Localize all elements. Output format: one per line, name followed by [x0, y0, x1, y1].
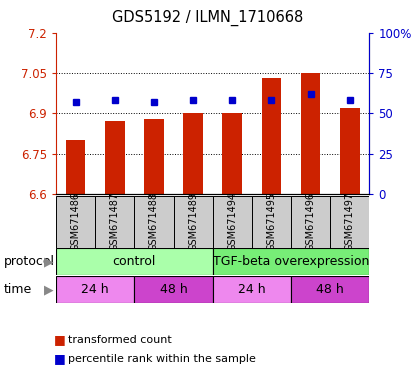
Bar: [66, 140, 85, 194]
Bar: [105, 121, 124, 194]
Bar: [144, 119, 164, 194]
Text: GSM671494: GSM671494: [227, 192, 237, 251]
Text: control: control: [112, 255, 156, 268]
Text: GSM671487: GSM671487: [110, 192, 120, 251]
Bar: [291, 196, 330, 248]
Text: GSM671497: GSM671497: [345, 192, 355, 251]
Text: ■: ■: [54, 333, 66, 346]
Text: transformed count: transformed count: [68, 335, 172, 345]
Text: time: time: [4, 283, 32, 296]
Bar: [213, 276, 291, 303]
Text: ▶: ▶: [44, 255, 54, 268]
Bar: [56, 276, 134, 303]
Text: 48 h: 48 h: [316, 283, 344, 296]
Bar: [330, 196, 369, 248]
Bar: [213, 196, 252, 248]
Text: GSM671495: GSM671495: [266, 192, 276, 251]
Text: 24 h: 24 h: [81, 283, 109, 296]
Bar: [134, 276, 213, 303]
Text: GDS5192 / ILMN_1710668: GDS5192 / ILMN_1710668: [112, 10, 303, 26]
Text: 48 h: 48 h: [160, 283, 188, 296]
Text: GSM671496: GSM671496: [305, 192, 315, 251]
Bar: [173, 196, 213, 248]
Text: ▶: ▶: [44, 283, 54, 296]
Text: TGF-beta overexpression: TGF-beta overexpression: [213, 255, 369, 268]
Bar: [222, 113, 242, 194]
Text: protocol: protocol: [4, 255, 55, 268]
Bar: [95, 196, 134, 248]
Text: percentile rank within the sample: percentile rank within the sample: [68, 354, 256, 364]
Bar: [252, 196, 291, 248]
Bar: [56, 196, 95, 248]
Text: 24 h: 24 h: [238, 283, 266, 296]
Text: GSM671486: GSM671486: [71, 192, 81, 251]
Bar: [183, 113, 203, 194]
Bar: [56, 248, 213, 275]
Bar: [340, 108, 359, 194]
Text: ■: ■: [54, 353, 66, 366]
Text: GSM671488: GSM671488: [149, 192, 159, 251]
Bar: [261, 78, 281, 194]
Bar: [134, 196, 173, 248]
Bar: [301, 73, 320, 194]
Bar: [291, 276, 369, 303]
Text: GSM671489: GSM671489: [188, 192, 198, 251]
Bar: [213, 248, 369, 275]
